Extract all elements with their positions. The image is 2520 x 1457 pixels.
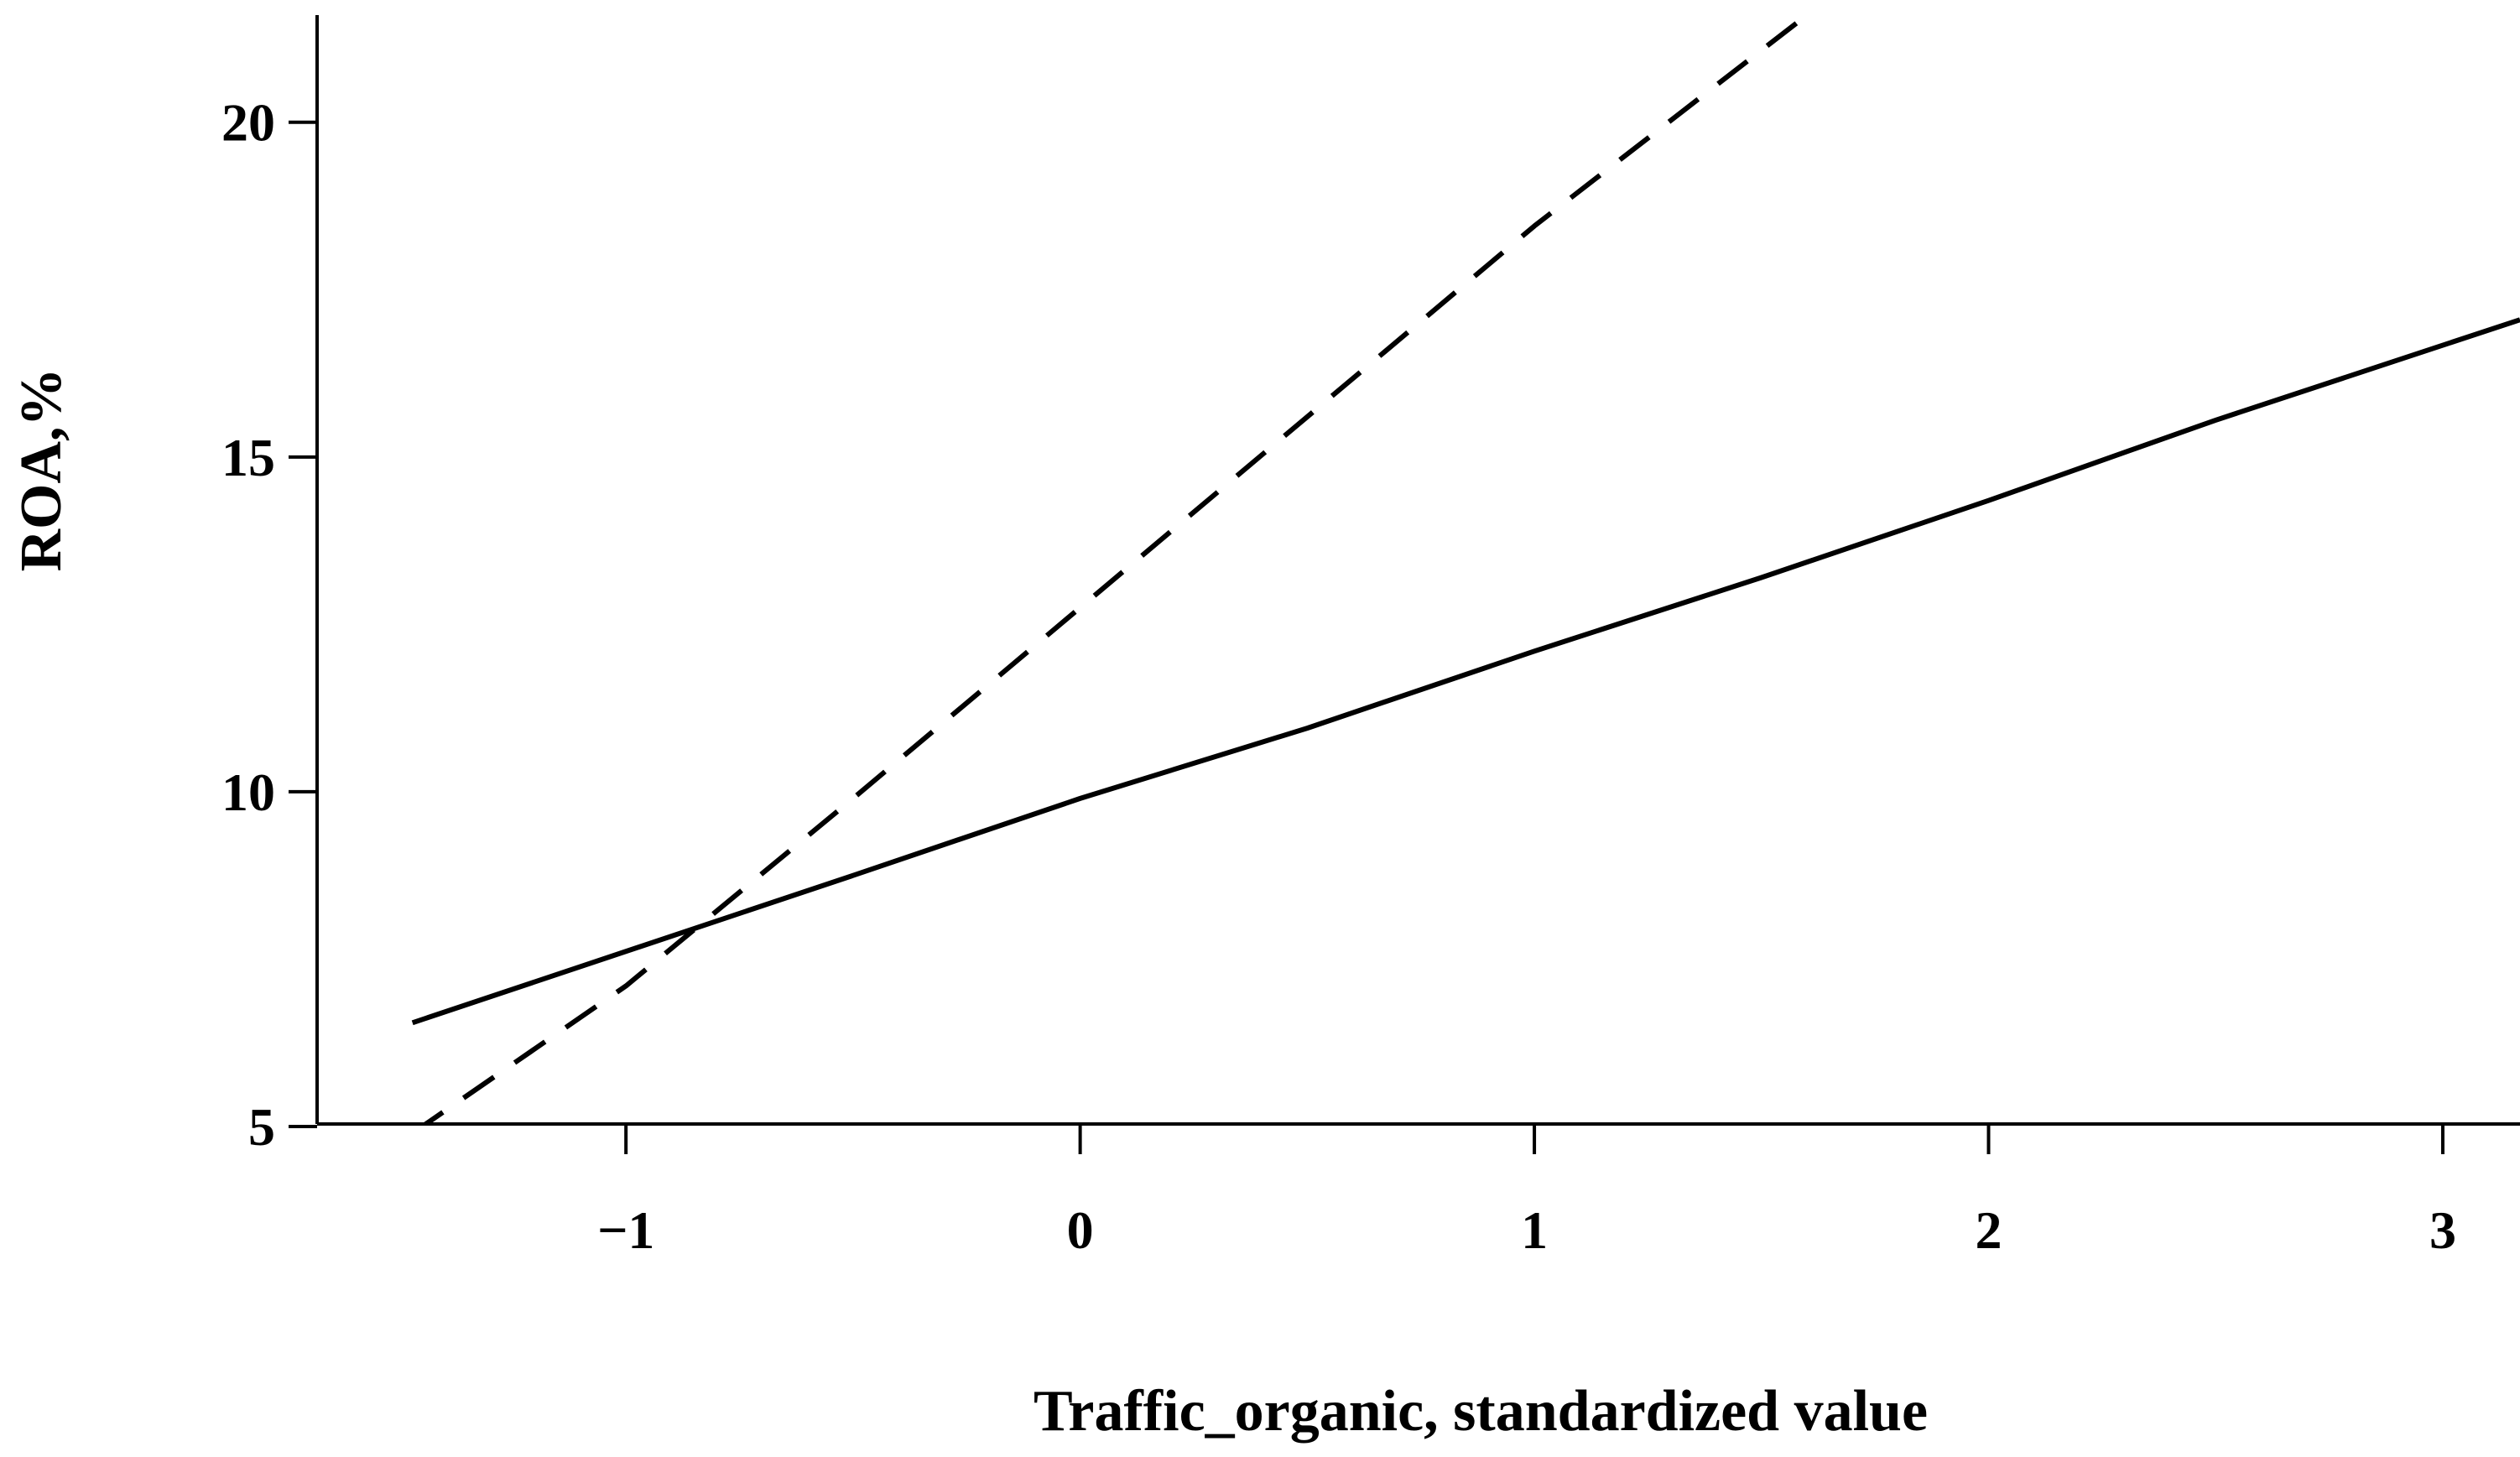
y-tick-label: 5 bbox=[248, 1097, 275, 1157]
x-axis-title: Traffic_organic, standardized value bbox=[1034, 1379, 1928, 1444]
series-layer bbox=[411, 15, 2520, 1124]
y-tick-label: 15 bbox=[221, 428, 275, 487]
y-axis-title: ROA,% bbox=[9, 367, 74, 571]
solid-series-line bbox=[411, 317, 2520, 1026]
x-tick-label: −1 bbox=[597, 1200, 654, 1260]
x-tick-label: 2 bbox=[1976, 1200, 2002, 1260]
dashed-series-line bbox=[421, 15, 1809, 1124]
axes: 5 10 15 20 −1 0 1 2 3 bbox=[221, 15, 2520, 1260]
y-tick-label: 10 bbox=[221, 762, 275, 822]
axis-labels: Traffic_organic, standardized value ROA,… bbox=[9, 367, 1928, 1444]
x-tick-label: 0 bbox=[1067, 1200, 1094, 1260]
x-tick-label: 1 bbox=[1521, 1200, 1548, 1260]
y-tick-label: 20 bbox=[221, 93, 275, 153]
x-tick-label: 3 bbox=[2429, 1200, 2456, 1260]
